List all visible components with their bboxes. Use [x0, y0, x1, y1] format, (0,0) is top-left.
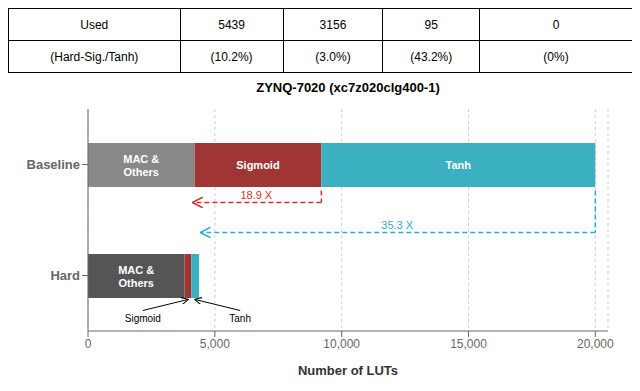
svg-text:Sigmoid: Sigmoid [125, 313, 161, 324]
html-text:5439: 5439 [218, 17, 245, 32]
svg-text:Number of LUTs: Number of LUTs [298, 363, 398, 378]
svg-text:18.9 X: 18.9 X [240, 189, 272, 201]
svg-text:20,000: 20,000 [577, 337, 614, 351]
svg-text:Tanh: Tanh [446, 159, 472, 171]
svg-text:35.3 X: 35.3 X [381, 219, 413, 231]
html-text:(10.2%): (10.2%) [210, 49, 253, 64]
html-text:95: 95 [424, 17, 438, 32]
svg-text:0: 0 [85, 337, 92, 351]
svg-text:5,000: 5,000 [200, 337, 230, 351]
html-text:(3.0%): (3.0%) [315, 49, 351, 64]
svg-text:Hard: Hard [50, 268, 80, 283]
svg-text:15,000: 15,000 [450, 337, 487, 351]
html-text:(Hard-Sig./Tanh): (Hard-Sig./Tanh) [50, 49, 139, 64]
html-text:3156: 3156 [319, 17, 347, 32]
svg-text:MAC &Others: MAC &Others [123, 153, 159, 178]
html-text:0: 0 [552, 17, 560, 32]
html-text:(43.2%): (43.2%) [410, 49, 453, 64]
html-text:ZYNQ-7020 (xc7z020clg400-1): ZYNQ-7020 (xc7z020clg400-1) [256, 80, 440, 95]
svg-text:MAC &Others: MAC &Others [118, 264, 154, 289]
html-text:Used: Used [80, 17, 109, 32]
svg-text:Sigmoid: Sigmoid [236, 159, 279, 171]
svg-text:Baseline: Baseline [27, 157, 80, 172]
html-text:(0%): (0%) [543, 49, 569, 64]
svg-text:10,000: 10,000 [323, 337, 360, 351]
svg-text:Tanh: Tanh [229, 313, 251, 324]
